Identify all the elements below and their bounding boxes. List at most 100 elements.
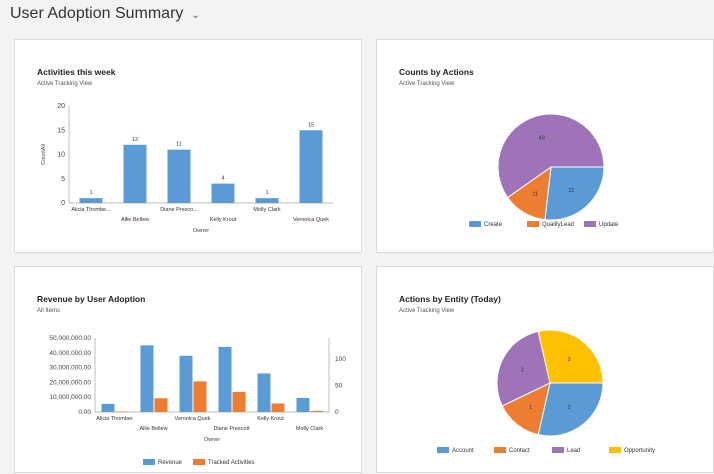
x-tick-label: Kelly Krout bbox=[257, 416, 284, 422]
slice-data-label: 2 bbox=[568, 357, 571, 363]
legend-label: Revenue bbox=[158, 460, 183, 466]
x-tick-label: Allie Bellew bbox=[139, 426, 167, 432]
y-tick-label: 10,000,000.00 bbox=[49, 394, 91, 401]
tracked-activities-bar bbox=[115, 411, 129, 412]
y-tick-label: 0 bbox=[61, 200, 65, 207]
legend-swatch bbox=[527, 221, 539, 227]
legend-label: Account bbox=[452, 448, 474, 454]
chart-title: Actions by Entity (Today) bbox=[399, 294, 501, 304]
chart-view-name: Active Tracking View bbox=[399, 81, 455, 87]
y-tick-label: 20,000,000.00 bbox=[49, 379, 91, 386]
y-tick-label: 5 bbox=[61, 176, 65, 183]
chart-title: Counts by Actions bbox=[399, 67, 474, 77]
slice-data-label: 1 bbox=[529, 405, 532, 411]
pie-slice bbox=[537, 329, 604, 384]
chevron-down-icon[interactable]: ⌄ bbox=[191, 9, 200, 21]
activities-bar-chart[interactable]: 0 5 10 15 20 CountAll 1 Alicia Thombe... 12 Allie… bbox=[15, 40, 363, 254]
legend-label: Tracked Activities bbox=[208, 460, 254, 466]
bar-data-label: 1 bbox=[265, 190, 268, 196]
entity-pie-chart[interactable]: 2 1 2 2 Account Contact Lead Opportunity bbox=[377, 267, 714, 474]
bar bbox=[79, 198, 103, 203]
bar bbox=[123, 144, 147, 203]
x-tick-label: Alicia Thomber bbox=[96, 416, 133, 422]
revenue-bar bbox=[179, 355, 193, 412]
legend-swatch bbox=[584, 221, 596, 227]
chart-view-name: Active Tracking View bbox=[399, 308, 455, 314]
y2-tick-label: 0 bbox=[335, 409, 339, 416]
legend-label: Update bbox=[599, 222, 619, 228]
y-tick-label: 40,000,000.00 bbox=[49, 350, 91, 357]
legend-label: Opportunity bbox=[624, 448, 655, 454]
legend-label: Create bbox=[484, 222, 503, 228]
bar-data-label: 1 bbox=[89, 190, 92, 196]
x-tick-label: Allie Bellew bbox=[121, 217, 149, 223]
revenue-bar bbox=[257, 373, 271, 412]
tracked-activities-bar bbox=[271, 403, 285, 412]
slice-data-label: 2 bbox=[521, 368, 524, 374]
slice-data-label: 2 bbox=[568, 405, 571, 411]
x-tick-label: Diane Presco... bbox=[160, 207, 198, 213]
x-tick-label: Alicia Thombe... bbox=[71, 207, 111, 213]
y-tick-label: 50,000,000.00 bbox=[49, 335, 91, 342]
bar-data-label: 4 bbox=[221, 176, 224, 182]
tracked-activities-bar bbox=[310, 410, 324, 412]
dashboard-header[interactable]: User Adoption Summary ⌄ bbox=[10, 5, 200, 23]
bar bbox=[211, 183, 235, 203]
bar bbox=[299, 130, 323, 203]
x-tick-label: Molly Clark bbox=[253, 207, 280, 213]
y2-tick-label: 100 bbox=[335, 356, 346, 363]
dashboard-title: User Adoption Summary bbox=[10, 5, 184, 22]
pie-slice bbox=[544, 166, 605, 221]
revenue-combo-chart[interactable]: 0.00 10,000,000.00 20,000,000.00 30,000,000… bbox=[15, 267, 363, 474]
slice-data-label: 49 bbox=[539, 136, 545, 142]
counts-pie-chart[interactable]: 22 11 49 Create QualifyLead Update bbox=[377, 40, 714, 254]
y-tick-label: 30,000,000.00 bbox=[49, 365, 91, 372]
tracked-activities-bar bbox=[154, 398, 168, 412]
legend-swatch bbox=[552, 447, 564, 453]
legend-swatch bbox=[143, 459, 155, 465]
chart-card-revenue[interactable]: Revenue by User Adoption All Items 0.00 1… bbox=[14, 266, 362, 473]
pie-slice bbox=[497, 113, 605, 199]
revenue-bar bbox=[296, 397, 310, 412]
chart-title: Revenue by User Adoption bbox=[37, 294, 146, 304]
chart-card-activities[interactable]: Activities this week Active Tracking Vie… bbox=[14, 39, 362, 253]
slice-data-label: 11 bbox=[532, 191, 538, 197]
legend-swatch bbox=[494, 447, 506, 453]
x-axis-title: Owner bbox=[204, 437, 220, 443]
x-tick-label: Molly Clark bbox=[296, 426, 323, 432]
revenue-bar bbox=[101, 403, 115, 412]
bar-data-label: 15 bbox=[308, 122, 314, 128]
x-tick-label: Veronica Quek bbox=[293, 217, 329, 223]
tracked-activities-bar bbox=[232, 391, 246, 412]
chart-card-entity[interactable]: Actions by Entity (Today) Active Trackin… bbox=[376, 266, 714, 473]
bar-data-label: 12 bbox=[132, 137, 138, 143]
y-tick-label: 20 bbox=[57, 103, 65, 110]
y-axis-title: CountAll bbox=[41, 144, 47, 165]
bar bbox=[167, 149, 191, 203]
legend-swatch bbox=[609, 447, 621, 453]
x-axis-title: Owner bbox=[193, 228, 209, 234]
y-tick-label: 10 bbox=[57, 152, 65, 159]
chart-view-name: Active Tracking View bbox=[37, 81, 93, 87]
legend-label: QualifyLead bbox=[542, 222, 574, 228]
y-tick-label: 15 bbox=[57, 127, 65, 134]
revenue-bar bbox=[140, 345, 154, 412]
pie-slice bbox=[537, 382, 604, 437]
slice-data-label: 22 bbox=[568, 188, 574, 194]
x-tick-label: Kelly Krout bbox=[210, 217, 237, 223]
y-tick-label: 0.00 bbox=[78, 409, 91, 416]
chart-title: Activities this week bbox=[37, 67, 116, 77]
legend-label: Lead bbox=[567, 448, 580, 454]
x-tick-label: Diane Prescott bbox=[213, 426, 250, 432]
legend-swatch bbox=[469, 221, 481, 227]
x-tick-label: Veronica Quek bbox=[174, 416, 210, 422]
legend-label: Contact bbox=[509, 448, 530, 454]
bar bbox=[255, 198, 279, 203]
chart-card-counts[interactable]: Counts by Actions Active Tracking View 2… bbox=[376, 39, 714, 253]
bar-data-label: 11 bbox=[176, 142, 182, 148]
chart-view-name: All Items bbox=[37, 308, 61, 314]
tracked-activities-bar bbox=[193, 381, 207, 412]
legend-swatch bbox=[437, 447, 449, 453]
revenue-bar bbox=[218, 346, 232, 412]
pie-slice bbox=[496, 330, 551, 407]
